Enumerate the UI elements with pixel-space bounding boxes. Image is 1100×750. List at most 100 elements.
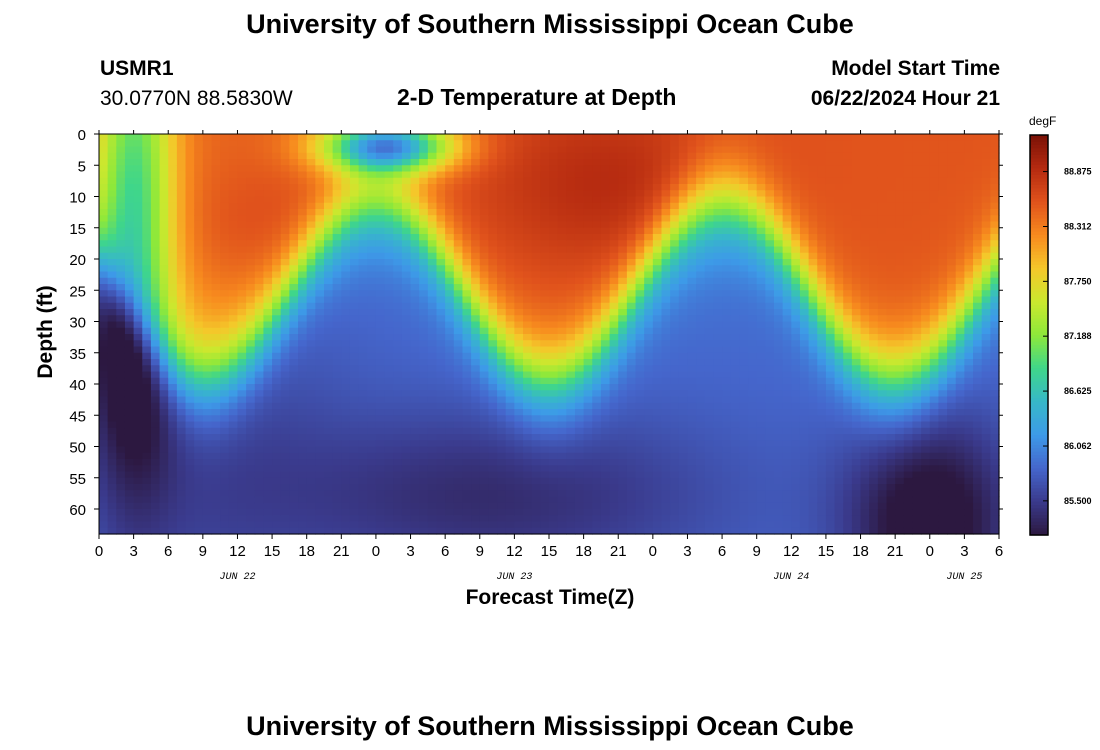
heatmap-cell [652,146,663,154]
heatmap-cell [393,146,403,154]
heatmap-cell [107,396,117,404]
heatmap-cell [202,284,213,291]
heatmap-cell [254,177,265,185]
heatmap-cell [635,159,645,166]
heatmap-cell [410,240,420,248]
heatmap-cell [324,271,334,279]
heatmap-cell [505,215,515,223]
heatmap-cell [592,140,602,148]
heatmap-cell [159,346,169,354]
heatmap-cell [349,340,360,348]
heatmap-cell [263,184,273,191]
heatmap-cell [670,452,680,460]
heatmap-cell [168,440,178,448]
heatmap-cell [479,340,490,348]
heatmap-cell [159,415,169,423]
heatmap-cell [107,527,117,535]
heatmap-cell [349,171,360,179]
heatmap-cell [298,265,308,273]
heatmap-cell [254,309,265,316]
heatmap-cell [479,190,490,198]
heatmap-cell [142,359,152,366]
heatmap-cell [298,234,308,241]
heatmap-cell [583,302,593,310]
heatmap-cell [765,271,775,279]
heatmap-cell [332,359,342,366]
heatmap-cell [704,209,715,216]
heatmap-cell [748,140,758,148]
heatmap-cell [142,240,152,248]
heatmap-cell [600,259,611,266]
heatmap-cell [289,340,299,348]
heatmap-cell [661,259,671,266]
heatmap-cell [107,296,117,304]
heatmap-cell [471,177,481,185]
heatmap-cell [756,327,766,335]
heatmap-cell [133,134,143,141]
heatmap-cell [272,265,282,273]
heatmap-cell [401,259,412,266]
heatmap-cell [375,409,386,416]
heatmap-cell [427,377,438,385]
heatmap-cell [514,377,524,385]
heatmap-cell [635,452,645,460]
heatmap-cell [410,521,420,529]
heatmap-cell [514,384,524,391]
heatmap-cell [211,384,221,391]
heatmap-cell [488,496,498,504]
heatmap-cell [730,434,740,441]
heatmap-cell [280,140,290,148]
heatmap-cell [574,465,585,473]
heatmap-cell [133,221,143,229]
heatmap-cell [185,246,195,254]
heatmap-cell [670,309,680,316]
heatmap-cell [427,190,438,198]
heatmap-cell [401,265,412,273]
heatmap-cell [609,159,619,166]
heatmap-cell [730,177,740,185]
heatmap-cell [540,177,550,185]
heatmap-cell [436,409,446,416]
heatmap-cell [401,434,412,441]
heatmap-cell [99,252,109,260]
heatmap-cell [505,521,515,529]
heatmap-cell [159,271,169,279]
heatmap-cell [246,277,256,285]
heatmap-cell [540,209,550,216]
heatmap-cell [756,302,766,310]
heatmap-cell [185,509,195,516]
heatmap-cell [124,152,135,160]
heatmap-cell [246,221,256,229]
heatmap-cell [289,421,299,429]
heatmap-cell [445,421,455,429]
heatmap-cell [358,377,368,385]
heatmap-cell [367,296,377,304]
heatmap-cell [748,384,758,391]
heatmap-cell [289,284,299,291]
heatmap-cell [306,440,316,448]
heatmap-cell [765,259,775,266]
heatmap-cell [557,377,567,385]
heatmap-cell [748,265,758,273]
heatmap-cell [748,315,758,323]
heatmap-cell [168,521,178,529]
heatmap-cell [220,515,230,523]
heatmap-cell [99,402,109,410]
heatmap-cell [687,165,697,173]
heatmap-cell [142,177,152,185]
heatmap-cell [315,321,325,329]
heatmap-cell [557,334,567,341]
heatmap-cell [704,252,715,260]
heatmap-cell [540,246,550,254]
heatmap-cell [332,315,342,323]
heatmap-cell [427,309,438,316]
heatmap-cell [142,321,152,329]
heatmap-cell [453,134,464,141]
heatmap-cell [280,146,290,154]
heatmap-cell [263,421,273,429]
heatmap-cell [349,234,360,241]
heatmap-cell [713,152,723,160]
heatmap-cell [661,502,671,510]
heatmap-cell [471,296,481,304]
heatmap-cell [557,146,567,154]
